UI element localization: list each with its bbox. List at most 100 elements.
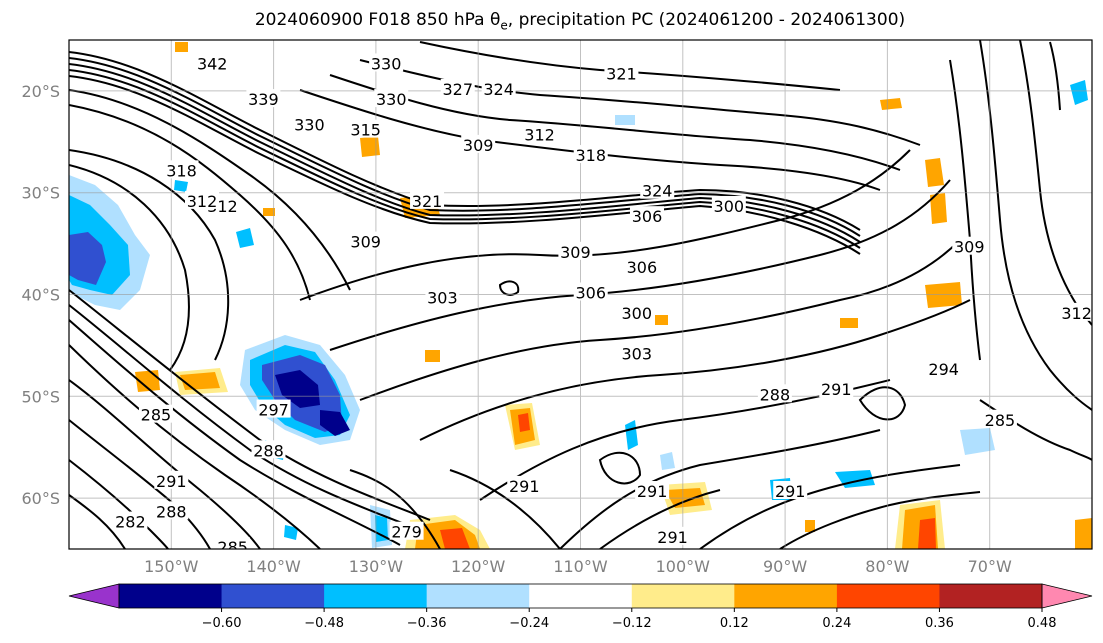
contour-label: 309: [560, 243, 591, 262]
longitude-labels: 150°W 140°W 130°W 120°W 110°W 100°W 90°W 80°W 70…: [144, 557, 1012, 576]
precip-neg-region: [960, 428, 995, 455]
precip-neg-region: [236, 228, 254, 248]
latitude-tick-label: 60°S: [21, 489, 60, 508]
contour-label: 312: [187, 192, 218, 211]
contour-line: [69, 379, 261, 549]
colorbar-tick-label: 0.12: [720, 616, 749, 631]
colorbar-segment: [836, 584, 940, 608]
longitude-tick-label: 140°W: [246, 557, 301, 576]
contour-line: [69, 149, 230, 361]
contour-label-background: [184, 190, 219, 209]
precip-pos-region: [518, 413, 530, 432]
precip-neg-region: [660, 452, 675, 470]
contour-label-background: [154, 470, 189, 489]
contour-label-background: [256, 399, 291, 418]
contour-label: 291: [156, 472, 187, 491]
contour-label: 342: [197, 54, 228, 73]
contour-label: 309: [350, 233, 381, 252]
contour-label-background: [164, 160, 199, 179]
contour-label: 327: [442, 80, 473, 99]
contour-label: 285: [985, 411, 1016, 430]
contour-label-background: [819, 379, 854, 398]
longitude-tick-label: 100°W: [656, 557, 711, 576]
contour-line: [69, 75, 861, 255]
contour-label-background: [711, 195, 746, 214]
contour-label: 306: [575, 284, 606, 303]
precip-pos-region: [840, 318, 858, 328]
precip-neg-region: [275, 370, 320, 408]
precip-pos-region: [930, 193, 947, 224]
contour-line: [449, 469, 561, 549]
contour-label-background: [369, 53, 404, 72]
contour-label-background: [348, 119, 383, 138]
contour-line: [69, 419, 211, 549]
longitude-tick-label: 80°W: [865, 557, 909, 576]
contour-label-background: [573, 145, 608, 164]
contour-label: 303: [427, 289, 458, 308]
contour-label-background: [389, 521, 424, 540]
longitude-tick-label: 150°W: [144, 557, 199, 576]
contour-label-background: [624, 257, 659, 276]
contour-label: 291: [821, 380, 852, 399]
latitude-tick-label: 30°S: [21, 184, 60, 203]
latitude-tick-label: 50°S: [21, 387, 60, 406]
colorbar-segment: [221, 584, 325, 608]
colorbar-max-extension: [1041, 583, 1093, 609]
contour-line: [69, 89, 351, 291]
contour-label: 315: [350, 121, 381, 140]
colorbar-segment: [939, 584, 1043, 608]
title-main: 2024060900 F018 850 hPa θ: [254, 10, 501, 30]
contour-label-background: [138, 404, 173, 423]
precip-pos-region: [263, 208, 275, 216]
colorbar-segment: [631, 584, 735, 608]
contour-label-background: [374, 89, 409, 108]
colorbar-frame: [118, 583, 1043, 609]
theta-e-contours: [69, 40, 1092, 549]
colorbar-segment: [324, 584, 428, 608]
contour-line: [329, 74, 901, 171]
precip-pos-region: [880, 98, 902, 110]
precip-neg-region: [284, 525, 298, 540]
precip-pos-region: [175, 42, 188, 52]
contour-line: [69, 57, 861, 237]
colorbar-tick-label: −0.24: [509, 616, 549, 631]
precip-pos-region: [925, 158, 944, 187]
contour-label: 288: [156, 502, 187, 521]
colorbar-tick-label: 0.24: [822, 616, 851, 631]
longitude-tick-label: 110°W: [553, 557, 608, 576]
colorbar-tick-label: 0.48: [1028, 616, 1057, 631]
contour-label-background: [348, 231, 383, 250]
contour-label: 306: [627, 258, 658, 277]
contour-label: 330: [371, 54, 402, 73]
contour-label: 288: [253, 441, 284, 460]
contour-line: [858, 386, 907, 421]
contour-label: 324: [642, 182, 673, 201]
contour-line: [419, 299, 971, 441]
contour-line: [359, 239, 961, 401]
contour-label: 312: [1061, 304, 1092, 323]
contour-line: [598, 451, 642, 485]
contour-label-background: [461, 134, 496, 153]
contour-label-background: [251, 440, 286, 459]
contour-label: 288: [760, 385, 791, 404]
contour-label-background: [481, 78, 516, 97]
contour-label-background: [952, 236, 987, 255]
precip-pos-region: [805, 520, 815, 532]
contour-line: [419, 41, 841, 91]
precip-pos-region: [1075, 518, 1092, 549]
contour-label: 309: [954, 238, 985, 257]
contour-label-background: [522, 124, 557, 143]
latitude-tick-label: 40°S: [21, 286, 60, 305]
precip-pos-region: [360, 136, 380, 157]
colorbar-segment: [734, 584, 838, 608]
contour-label-background: [757, 384, 792, 403]
precip-pos-region: [918, 518, 936, 549]
contour-line: [69, 69, 861, 249]
contour-line: [69, 289, 431, 521]
colorbar-tick-label: −0.60: [202, 616, 242, 631]
precip-neg-region: [320, 410, 350, 436]
contour-label-background: [440, 78, 475, 97]
contour-line: [69, 104, 311, 301]
contour-label: 285: [217, 538, 248, 557]
